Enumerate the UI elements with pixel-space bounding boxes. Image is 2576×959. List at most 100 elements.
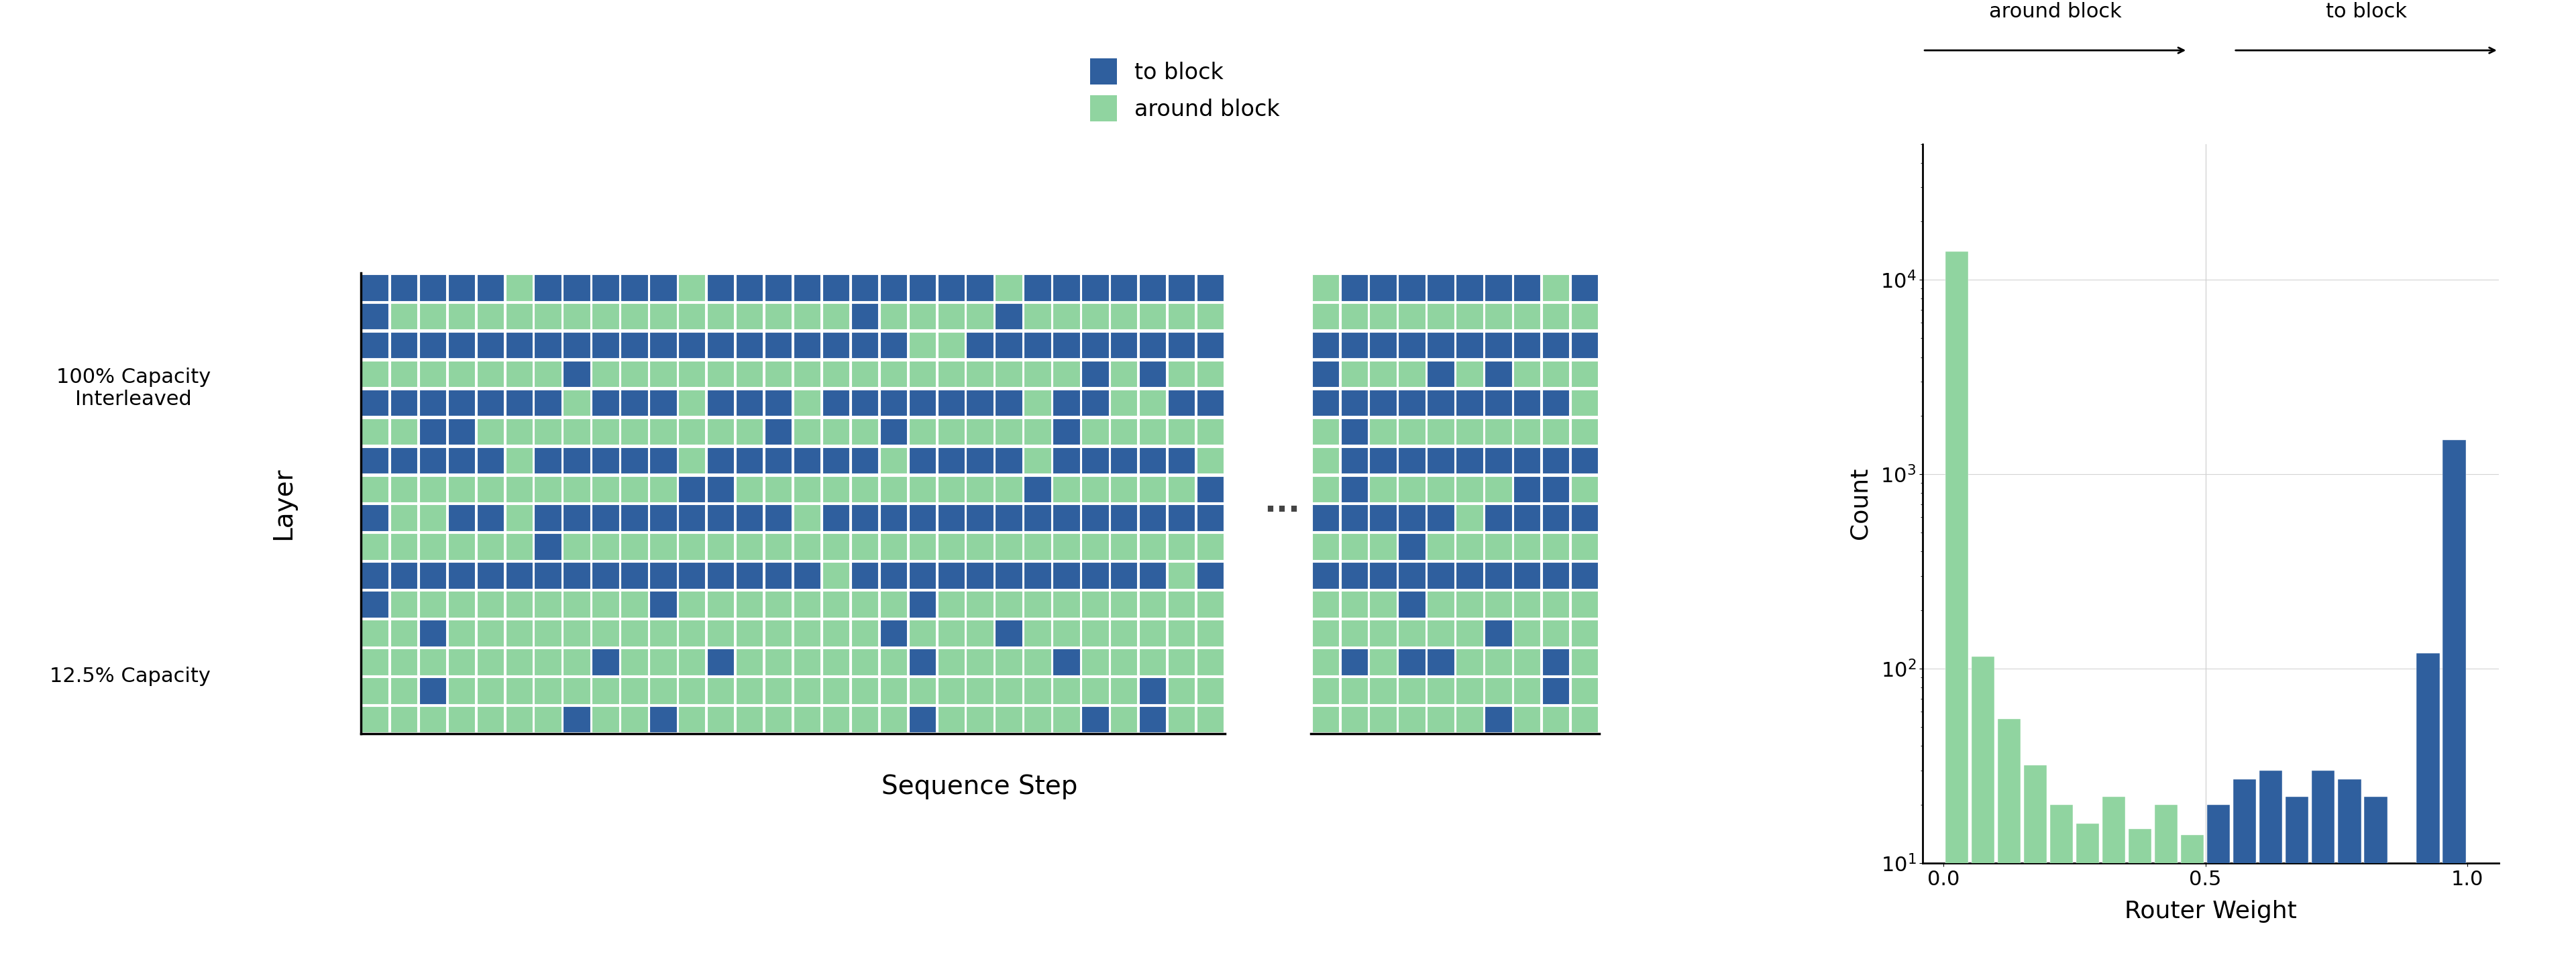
Bar bbox=[1198, 361, 1224, 387]
Bar bbox=[1139, 361, 1167, 387]
Bar bbox=[706, 418, 734, 445]
Bar bbox=[1110, 533, 1139, 560]
Bar bbox=[621, 274, 647, 301]
Bar bbox=[850, 591, 878, 618]
Bar bbox=[1996, 719, 2020, 959]
Bar bbox=[1543, 677, 1569, 704]
Bar bbox=[392, 533, 417, 560]
Bar bbox=[448, 447, 474, 474]
Bar bbox=[793, 504, 822, 531]
Bar bbox=[1455, 533, 1484, 560]
Bar bbox=[1082, 648, 1108, 675]
Bar bbox=[1370, 389, 1396, 416]
Bar bbox=[1543, 533, 1569, 560]
Bar bbox=[822, 706, 850, 733]
Bar bbox=[1370, 591, 1396, 618]
Bar bbox=[477, 562, 505, 589]
Bar bbox=[966, 389, 994, 416]
Bar bbox=[420, 533, 446, 560]
Bar bbox=[1484, 389, 1512, 416]
Bar bbox=[649, 533, 677, 560]
Bar bbox=[909, 648, 935, 675]
Bar bbox=[361, 418, 389, 445]
Bar bbox=[1139, 620, 1167, 646]
Bar bbox=[1399, 361, 1425, 387]
Bar bbox=[1198, 591, 1224, 618]
Bar bbox=[881, 591, 907, 618]
Bar bbox=[966, 620, 994, 646]
Bar bbox=[420, 620, 446, 646]
Bar bbox=[592, 332, 618, 359]
Bar bbox=[1082, 591, 1108, 618]
Bar bbox=[1399, 476, 1425, 503]
Bar bbox=[822, 504, 850, 531]
Bar bbox=[1054, 648, 1079, 675]
Bar bbox=[938, 303, 963, 330]
Bar bbox=[1571, 332, 1597, 359]
Bar bbox=[649, 274, 677, 301]
Bar bbox=[1455, 361, 1484, 387]
Bar bbox=[361, 476, 389, 503]
Bar bbox=[1370, 303, 1396, 330]
Bar bbox=[1023, 447, 1051, 474]
Bar bbox=[1340, 591, 1368, 618]
Bar bbox=[822, 361, 850, 387]
Bar bbox=[822, 677, 850, 704]
Bar bbox=[850, 303, 878, 330]
Bar bbox=[1023, 504, 1051, 531]
Bar bbox=[649, 418, 677, 445]
Bar bbox=[2102, 797, 2125, 959]
Bar bbox=[592, 504, 618, 531]
Bar bbox=[1311, 389, 1340, 416]
Bar bbox=[677, 677, 706, 704]
Bar bbox=[448, 504, 474, 531]
Bar bbox=[361, 620, 389, 646]
Bar bbox=[1110, 504, 1139, 531]
Bar bbox=[1198, 274, 1224, 301]
Bar bbox=[1054, 389, 1079, 416]
Bar bbox=[677, 447, 706, 474]
Bar bbox=[361, 274, 389, 301]
Bar bbox=[822, 620, 850, 646]
Bar bbox=[361, 562, 389, 589]
Bar bbox=[649, 648, 677, 675]
Bar bbox=[448, 677, 474, 704]
Bar bbox=[1427, 706, 1455, 733]
Bar bbox=[1054, 418, 1079, 445]
Bar bbox=[2416, 653, 2439, 959]
Bar bbox=[1167, 389, 1195, 416]
Bar bbox=[1054, 447, 1079, 474]
Bar bbox=[1484, 677, 1512, 704]
Bar bbox=[1110, 418, 1139, 445]
Bar bbox=[1167, 677, 1195, 704]
Bar bbox=[1311, 274, 1340, 301]
Bar bbox=[1571, 533, 1597, 560]
Bar bbox=[533, 389, 562, 416]
Bar bbox=[706, 706, 734, 733]
Bar bbox=[505, 303, 533, 330]
Bar bbox=[737, 677, 762, 704]
Bar bbox=[737, 533, 762, 560]
Bar bbox=[677, 389, 706, 416]
Bar bbox=[793, 274, 822, 301]
Bar bbox=[1054, 332, 1079, 359]
Bar bbox=[1399, 389, 1425, 416]
Bar bbox=[677, 476, 706, 503]
Bar bbox=[564, 389, 590, 416]
Bar bbox=[1370, 648, 1396, 675]
Bar bbox=[1571, 274, 1597, 301]
Bar bbox=[592, 620, 618, 646]
Bar bbox=[966, 562, 994, 589]
Bar bbox=[1370, 706, 1396, 733]
Bar bbox=[1340, 447, 1368, 474]
Bar bbox=[994, 447, 1023, 474]
Bar bbox=[448, 418, 474, 445]
Bar bbox=[1082, 303, 1108, 330]
Bar bbox=[765, 591, 791, 618]
Bar bbox=[1370, 504, 1396, 531]
Bar bbox=[793, 361, 822, 387]
Bar bbox=[1427, 533, 1455, 560]
Bar bbox=[649, 447, 677, 474]
Bar bbox=[1198, 418, 1224, 445]
Bar bbox=[1023, 303, 1051, 330]
